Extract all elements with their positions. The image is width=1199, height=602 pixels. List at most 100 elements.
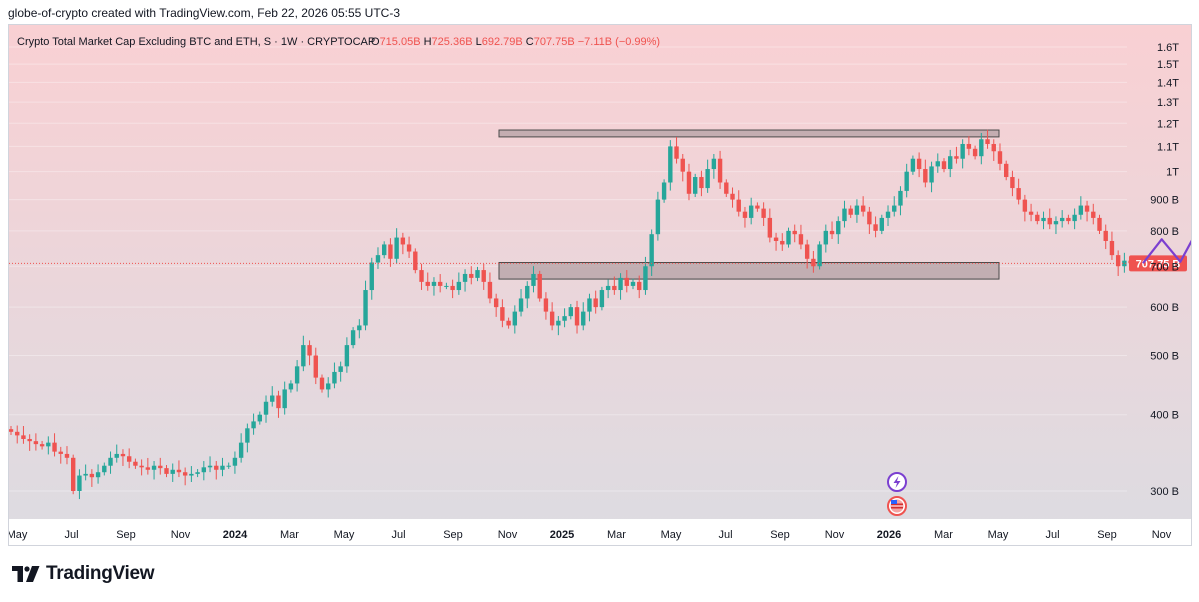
candle-body	[1016, 188, 1021, 200]
candle	[892, 196, 897, 217]
candle	[120, 449, 126, 466]
candle-body	[89, 473, 95, 478]
tradingview-logo[interactable]: TradingView	[12, 563, 155, 585]
candle-body	[413, 251, 418, 271]
candle	[649, 229, 654, 276]
candle-body	[730, 193, 735, 200]
chart-svg[interactable]: 707.75 B May Jul Sep Nov 2024 Mar May Jul Sep Nov…	[9, 25, 1192, 546]
x-axis[interactable]: May Jul Sep Nov 2024 Mar May Jul Sep Nov 2025 Mar Ma…	[9, 529, 1172, 541]
y-tick-label: 500 B	[1150, 351, 1179, 363]
candle-body	[276, 395, 281, 409]
candle	[357, 319, 362, 339]
candle-body	[1078, 205, 1084, 215]
candle-body	[674, 146, 679, 159]
candle-body	[207, 465, 213, 468]
candle-body	[307, 345, 312, 356]
candle-body	[114, 453, 119, 458]
candle	[245, 423, 250, 453]
candle-body	[941, 161, 947, 170]
candle-body	[823, 230, 829, 245]
candle-body	[1115, 255, 1121, 267]
candle	[798, 224, 804, 250]
candle-body	[164, 468, 169, 474]
candle	[133, 458, 138, 469]
candle	[15, 425, 20, 444]
y-tick-label: 1.2T	[1157, 118, 1179, 130]
candle	[425, 272, 430, 291]
candle-body	[991, 143, 996, 152]
candle-body	[910, 158, 916, 172]
candle-body	[95, 472, 101, 478]
candle	[767, 208, 773, 243]
candle	[456, 272, 462, 295]
candle-body	[189, 473, 194, 476]
candle-body	[817, 244, 822, 267]
candle	[1022, 194, 1028, 222]
candle-body	[201, 467, 207, 473]
candle	[599, 286, 605, 311]
ohlc-legend: Crypto Total Market Cap Excluding BTC an…	[17, 36, 660, 48]
candle-body	[83, 473, 88, 476]
candle-body	[630, 281, 636, 286]
candle-body	[64, 453, 70, 458]
candle-body	[301, 345, 306, 367]
candle	[1053, 216, 1059, 235]
candle-body	[717, 158, 723, 183]
candle-body	[344, 345, 350, 367]
candle	[1109, 231, 1115, 260]
grid-lines	[9, 46, 1127, 492]
candle	[705, 159, 710, 193]
candle	[294, 360, 300, 392]
candle	[773, 232, 779, 251]
candle-body	[406, 244, 412, 252]
x-tick-label: Mar	[607, 529, 626, 541]
candle-body	[972, 148, 978, 157]
event-icons[interactable]	[887, 472, 907, 516]
candle	[89, 469, 95, 487]
candle	[1103, 224, 1108, 250]
chart-panel[interactable]: 707.75 B May Jul Sep Nov 2024 Mar May Jul Sep Nov…	[8, 24, 1192, 546]
candle	[139, 459, 144, 476]
price-zones	[498, 129, 1000, 280]
candle	[543, 292, 549, 320]
candle-body	[52, 442, 57, 452]
candle-body	[612, 285, 617, 291]
candle-body	[257, 414, 262, 422]
candle	[792, 224, 797, 243]
ohlc-label: L	[473, 36, 482, 48]
candle-body	[531, 273, 536, 286]
y-axis[interactable]: 1.6T 1.5T 1.4T 1.3T 1.2T 1.1T 1T 900 B 800 B 700 …	[1150, 42, 1179, 498]
candle-body	[643, 266, 648, 291]
candle-body	[170, 469, 175, 474]
candle-body	[456, 281, 462, 291]
candle-body	[842, 208, 847, 222]
candle-body	[1103, 230, 1108, 241]
x-tick-label: Sep	[770, 529, 790, 541]
candle	[108, 451, 113, 474]
candle-body	[804, 244, 810, 259]
candle-body	[711, 158, 717, 170]
candle	[375, 247, 381, 269]
us-flag-icon[interactable]	[887, 496, 907, 516]
candle-body	[736, 199, 741, 212]
candle	[307, 340, 312, 366]
candle-body	[693, 177, 698, 194]
lightning-icon[interactable]	[887, 472, 907, 492]
candle	[406, 236, 412, 258]
candle-body	[525, 285, 530, 299]
candle-body	[220, 465, 225, 470]
candle	[9, 426, 14, 436]
candle-body	[251, 421, 256, 429]
candle	[910, 155, 916, 175]
candle	[879, 214, 884, 235]
candle-body	[481, 270, 486, 282]
candle-body	[879, 217, 884, 231]
candle-body	[39, 444, 45, 447]
candle	[860, 196, 866, 217]
candle	[419, 263, 424, 290]
candle	[102, 462, 107, 476]
candle	[77, 469, 82, 500]
candle-body	[419, 270, 424, 282]
candle	[226, 462, 231, 469]
candle-body	[860, 205, 866, 212]
